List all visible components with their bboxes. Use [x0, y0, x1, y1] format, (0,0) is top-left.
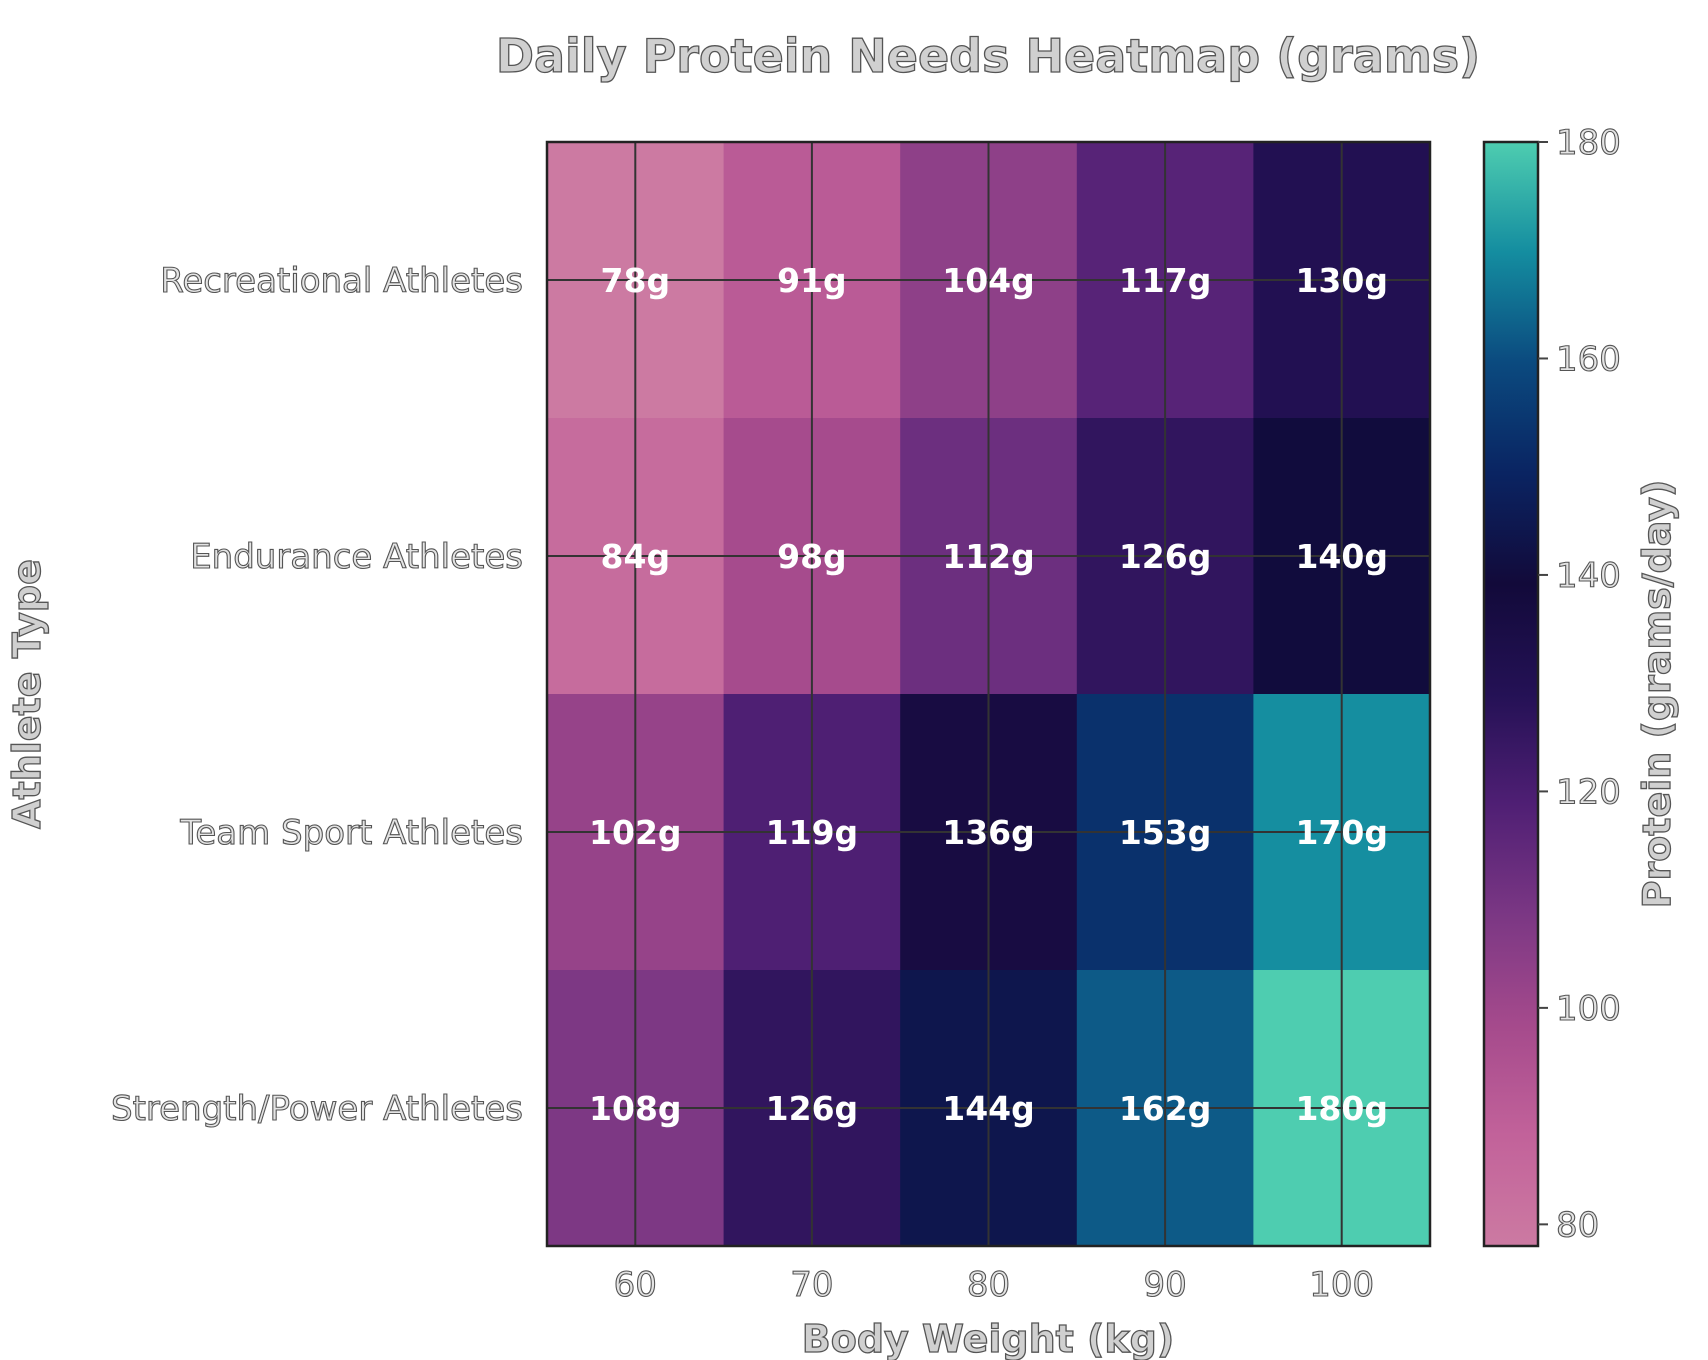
colorbar-tick-label: 80 [1556, 1205, 1599, 1245]
plot-frame [545, 140, 1432, 1248]
cell-value-label: 162g [1119, 1089, 1212, 1128]
colorbar-tick-label: 160 [1556, 339, 1621, 379]
cell-labels: 78g 91g 104g 117g 130g 84g 98g 112g 126g 140g 102g… [589, 261, 1388, 1128]
colorbar-ticks: 80 100 120 140 160 180 [1538, 122, 1621, 1246]
x-axis-title: Body Weight (kg) [802, 1317, 1175, 1360]
cell-value-label: 78g [601, 261, 671, 300]
colorbar-tick-label: 100 [1556, 989, 1621, 1029]
cell-value-label: 102g [589, 813, 682, 852]
cell-value-label: 136g [942, 813, 1035, 852]
gridlines [547, 142, 1430, 1246]
colorbar [1482, 140, 1540, 1248]
cell-value-label: 119g [766, 813, 859, 852]
x-tick-label: 60 [614, 1265, 657, 1305]
cell-value-label: 104g [942, 261, 1035, 300]
cell-value-label: 108g [589, 1089, 682, 1128]
x-tick-label: 100 [1309, 1265, 1374, 1305]
y-tick-label: Strength/Power Athletes [111, 1089, 523, 1129]
cell-value-label: 144g [942, 1089, 1035, 1128]
cell-value-label: 84g [601, 537, 671, 576]
cell-value-label: 130g [1295, 261, 1388, 300]
cell-value-label: 91g [777, 261, 847, 300]
colorbar-tick-label: 180 [1556, 123, 1621, 163]
colorbar-tick-label: 140 [1556, 556, 1621, 596]
cell-value-label: 126g [1119, 537, 1212, 576]
colorbar-label: Protein (grams/day) [1635, 480, 1679, 909]
x-tick-labels: 60 70 80 90 100 [613, 1264, 1375, 1305]
cell-value-label: 170g [1295, 813, 1388, 852]
y-tick-label: Team Sport Athletes [179, 813, 523, 853]
cell-value-label: 126g [766, 1089, 859, 1128]
cell-value-label: 180g [1295, 1089, 1388, 1128]
cell-value-label: 117g [1119, 261, 1212, 300]
x-tick-label: 90 [1143, 1265, 1186, 1305]
cell-value-label: 98g [777, 537, 847, 576]
y-tick-label: Recreational Athletes [160, 261, 523, 301]
chart-title: Daily Protein Needs Heatmap (grams) [496, 29, 1480, 83]
x-tick-label: 80 [967, 1265, 1010, 1305]
y-tick-label: Endurance Athletes [190, 537, 523, 577]
colorbar-tick-label: 120 [1556, 772, 1621, 812]
cell-value-label: 153g [1119, 813, 1212, 852]
y-axis-title: Athlete Type [5, 559, 49, 829]
y-tick-labels: Recreational Athletes Endurance Athletes T… [110, 260, 523, 1129]
cell-value-label: 112g [942, 537, 1035, 576]
cell-value-label: 140g [1295, 537, 1388, 576]
x-tick-label: 70 [790, 1265, 833, 1305]
